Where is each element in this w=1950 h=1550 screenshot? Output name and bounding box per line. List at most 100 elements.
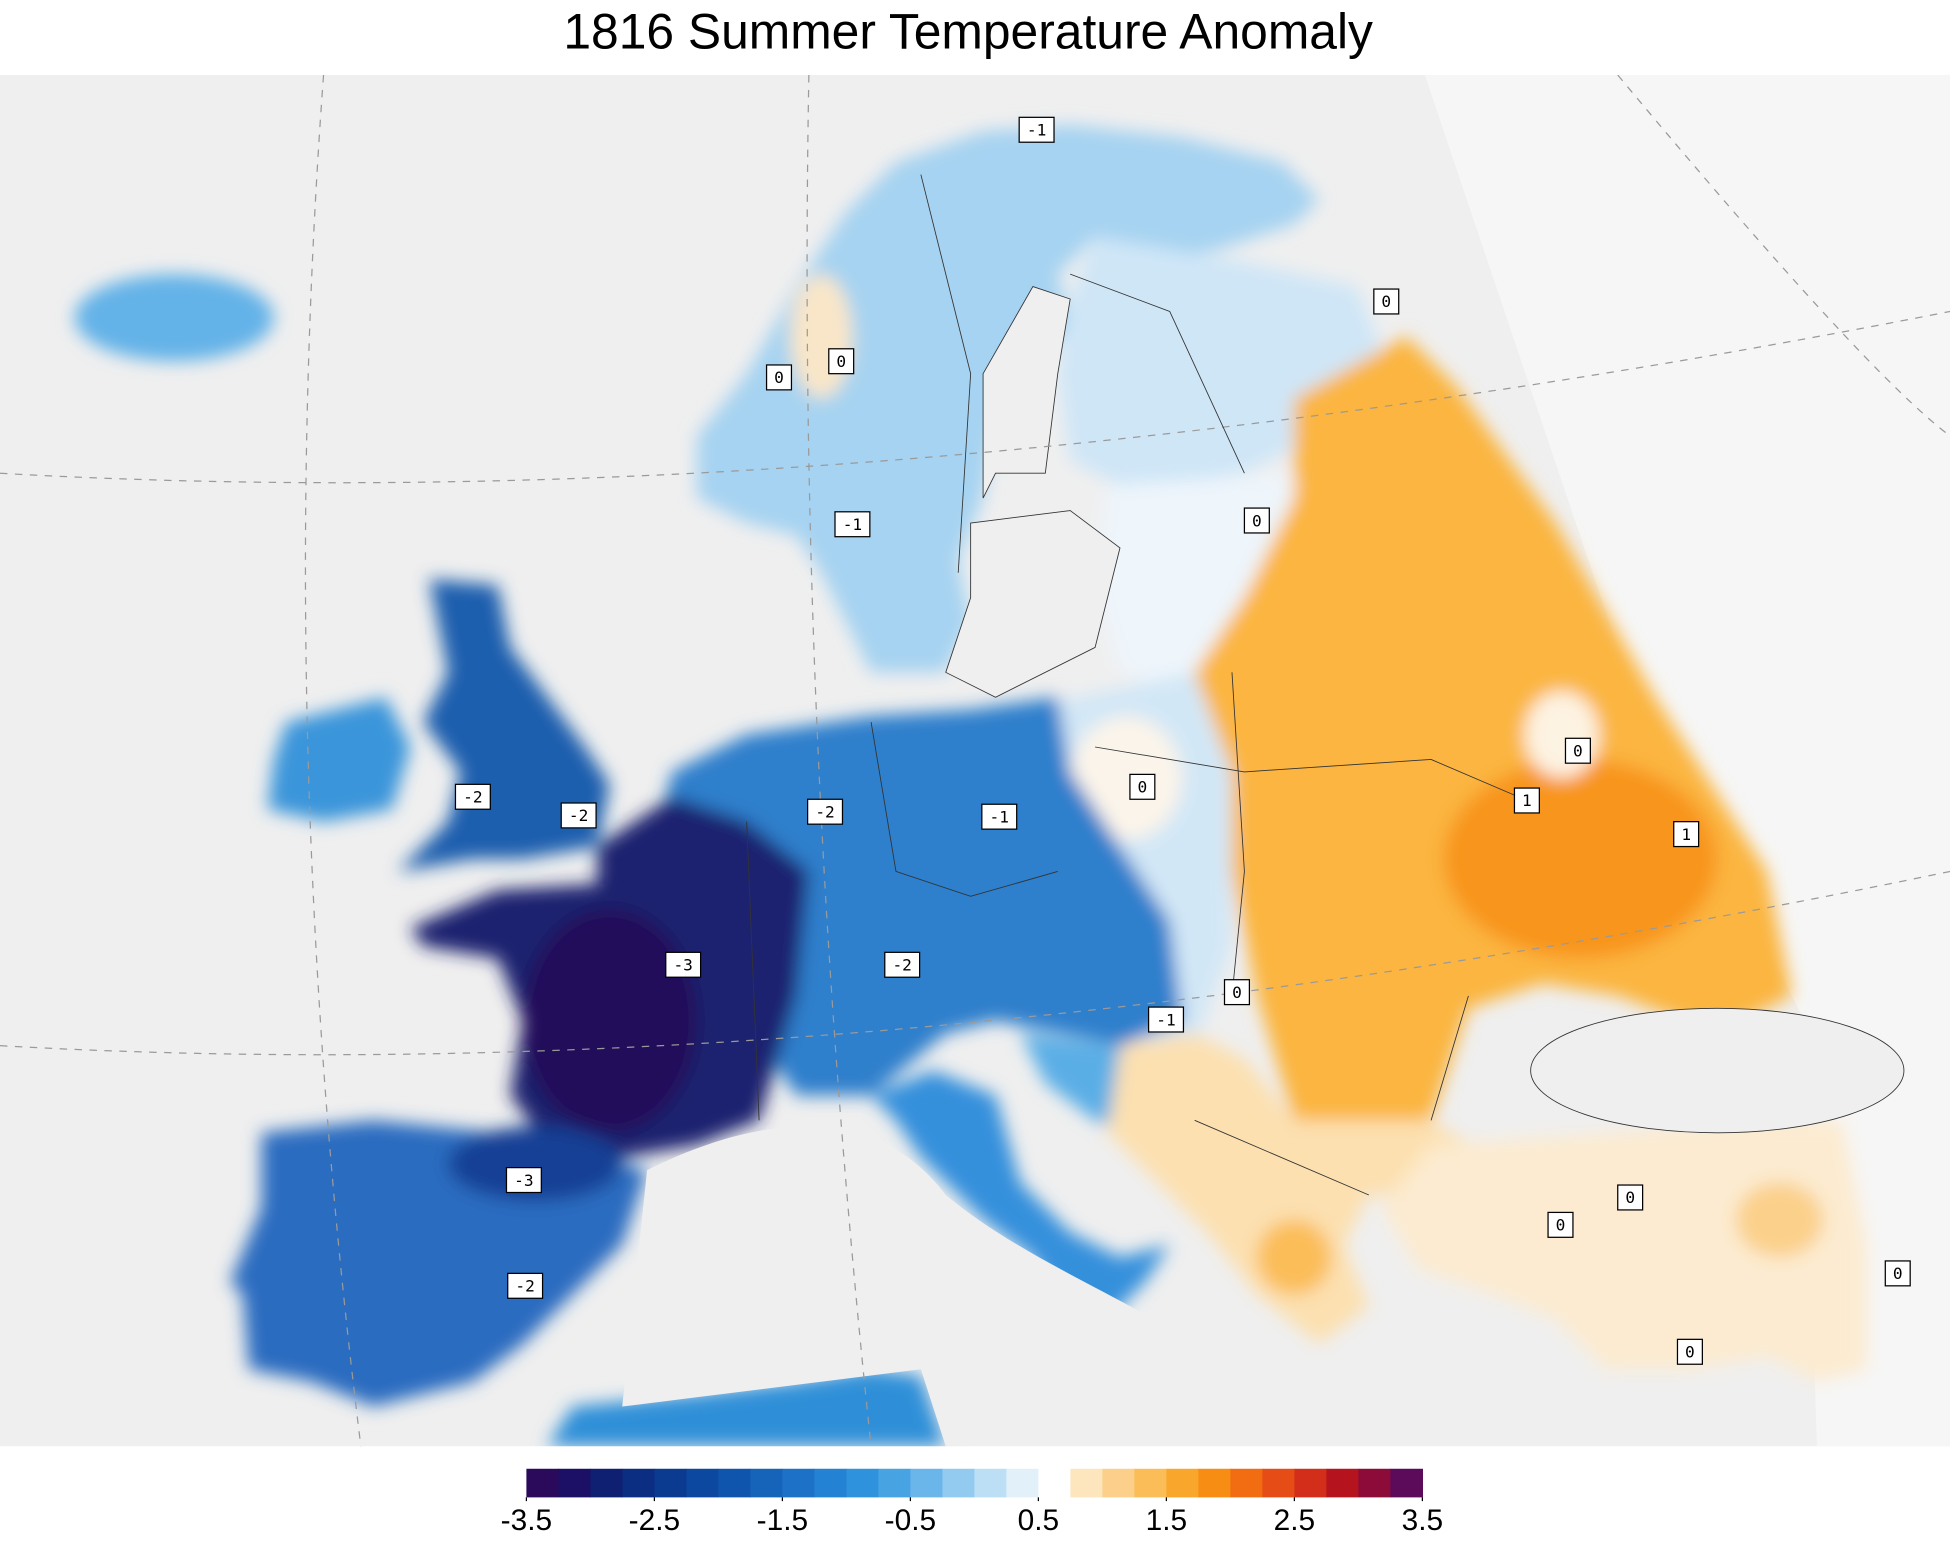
label-text: -2 (892, 956, 911, 975)
colorbar-segment (1134, 1468, 1167, 1498)
label-box (1373, 288, 1400, 315)
colorbar-segment (686, 1468, 720, 1498)
contour-label: 0 (1884, 1260, 1911, 1287)
label-text: 0 (1138, 778, 1148, 797)
seas (622, 286, 1905, 1447)
contour-label: -2 (507, 1272, 544, 1299)
contour-label: 0 (1373, 288, 1400, 315)
label-box (1129, 773, 1156, 800)
colorbar-segment (718, 1468, 752, 1498)
colorbar-tick-label: 2.5 (1274, 1504, 1316, 1537)
contour-label: 0 (1243, 507, 1270, 534)
colorbar-segment (1102, 1468, 1135, 1498)
label-box (1223, 979, 1251, 1006)
colorbar-tick-label: -1.5 (757, 1504, 808, 1537)
colorbar-segment (814, 1468, 848, 1498)
label-box (981, 803, 1018, 830)
colorbar: -3.5 -2.5 -1.5 -0.5 0.5 1.5 2.5 3.5 (501, 1468, 1444, 1537)
label-box (505, 1166, 542, 1194)
colorbar-segment (846, 1468, 880, 1498)
colorbar-segment (942, 1468, 975, 1498)
label-box (1018, 116, 1055, 143)
label-box (665, 951, 702, 978)
colorbar-tick-label: 0.5 (1018, 1504, 1060, 1537)
graticule (0, 75, 1950, 1447)
label-text: -1 (1027, 121, 1046, 140)
label-box (807, 798, 844, 825)
label-text: -1 (1156, 1010, 1175, 1029)
label-box (884, 951, 921, 978)
label-box (1547, 1211, 1574, 1238)
contour-label: 0 (1223, 979, 1251, 1006)
colorbar-segment (1294, 1468, 1327, 1498)
colorbar-segment (878, 1468, 912, 1498)
label-box (1564, 737, 1591, 764)
label-text: 0 (1573, 741, 1583, 760)
map-title: 1816 Summer Temperature Anomaly (563, 3, 1373, 59)
label-text: -2 (569, 806, 588, 825)
colorbar-tick-label: -0.5 (885, 1504, 936, 1537)
contour-label: -1 (1147, 1006, 1185, 1033)
map-area: -1 0 0 0 -1 0 -2 -2 -2 -1 0 0 1 1 -3 -2 0 -1 -3 0 0 -2 0 0 (0, 75, 1950, 1447)
label-text: -2 (463, 788, 482, 807)
label-text: 0 (1252, 511, 1262, 530)
label-box (828, 348, 855, 375)
label-box (765, 364, 793, 391)
label-box (507, 1272, 544, 1299)
colorbar-segment (1166, 1468, 1199, 1498)
contour-label: 0 (1676, 1338, 1703, 1365)
label-box (454, 783, 491, 810)
colorbar-segment (1006, 1468, 1039, 1498)
colorbar-segment (1070, 1468, 1103, 1498)
contour-label: 0 (765, 364, 793, 391)
contour-label: -3 (505, 1166, 542, 1194)
colorbar-segment (1038, 1468, 1071, 1498)
label-text: 0 (1232, 983, 1242, 1002)
colorbar-segment (1326, 1468, 1359, 1498)
colorbar-segment (1230, 1468, 1263, 1498)
label-text: 0 (1556, 1216, 1566, 1235)
label-text: 0 (774, 368, 784, 387)
colorbar-segment (974, 1468, 1007, 1498)
label-box (1673, 821, 1700, 848)
contour-label: -2 (884, 951, 921, 978)
colorbar-segment (782, 1468, 816, 1498)
colorbar-segment (750, 1468, 784, 1498)
colorbar-tick-label: -2.5 (629, 1504, 680, 1537)
label-text: 0 (1685, 1343, 1695, 1362)
contour-label: 0 (1617, 1184, 1644, 1211)
colorbar-segment (526, 1468, 560, 1498)
colorbar-segment (910, 1468, 944, 1498)
contour-label: 1 (1673, 821, 1700, 848)
label-text: -2 (815, 802, 834, 821)
label-box (1676, 1338, 1703, 1365)
label-text: 0 (1625, 1188, 1635, 1207)
label-box (1243, 507, 1270, 534)
colorbar-segment (590, 1468, 624, 1498)
colorbar-tick-label: 3.5 (1402, 1504, 1444, 1537)
contour-label: 1 (1513, 787, 1540, 814)
contour-label: 0 (1129, 773, 1156, 800)
colorbar-segment (1358, 1468, 1391, 1498)
contour-label: -1 (1018, 116, 1055, 143)
label-box (560, 802, 597, 829)
borders (746, 174, 1519, 1196)
contour-label: 0 (828, 348, 855, 375)
label-text: -1 (990, 807, 1009, 826)
colorbar-segment (1262, 1468, 1295, 1498)
contour-labels: -1 0 0 0 -1 0 -2 -2 -2 -1 0 0 1 1 -3 -2 0 -1 -3 0 0 -2 0 0 (454, 116, 1911, 1365)
label-box (1884, 1260, 1911, 1287)
label-text: -3 (514, 1171, 533, 1190)
label-text: 1 (1681, 825, 1691, 844)
contour-label: -2 (454, 783, 491, 810)
colorbar-segment (558, 1468, 592, 1498)
colorbar-segment (1198, 1468, 1231, 1498)
label-box (1147, 1006, 1185, 1033)
label-text: -1 (843, 515, 862, 534)
label-text: 1 (1522, 791, 1532, 810)
contour-label: 0 (1547, 1211, 1574, 1238)
label-text: 0 (1381, 292, 1391, 311)
label-text: -2 (515, 1277, 534, 1296)
colorbar-segment (654, 1468, 688, 1498)
